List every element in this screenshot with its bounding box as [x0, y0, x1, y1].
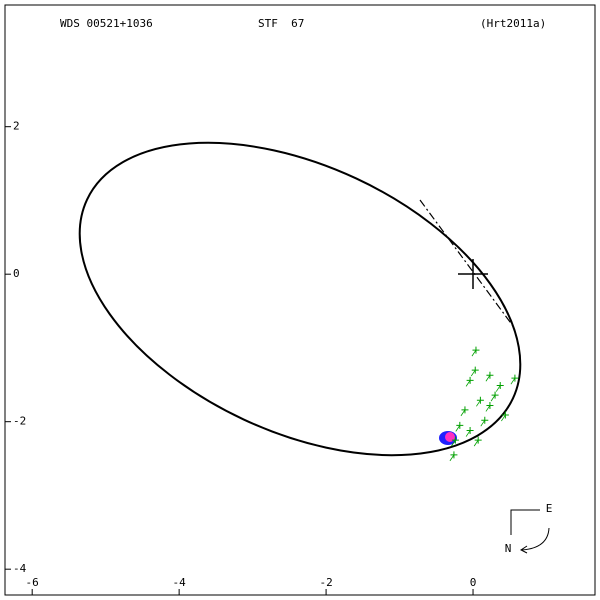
observation	[466, 427, 474, 435]
observation	[466, 376, 474, 384]
compass-north: N	[505, 542, 512, 555]
x-tick-label: -4	[173, 576, 187, 589]
residual	[473, 439, 479, 447]
residual	[470, 369, 476, 377]
residual	[495, 385, 501, 392]
residual	[451, 439, 456, 447]
y-tick-label: 0	[13, 267, 20, 280]
observation	[481, 416, 489, 424]
observation	[461, 406, 469, 414]
observation	[472, 346, 480, 354]
y-tick-label: 2	[13, 120, 20, 133]
observation	[451, 436, 459, 444]
observation	[456, 421, 464, 429]
plot-frame	[4, 4, 596, 596]
observation	[511, 374, 519, 382]
orbit	[78, 141, 522, 457]
y-tick-label: -4	[13, 562, 27, 575]
x-tick-label: -2	[319, 576, 332, 589]
chart-title: WDS 00521+1036	[60, 17, 153, 30]
residual	[455, 425, 461, 432]
compass	[510, 509, 540, 535]
observation	[474, 436, 482, 444]
observation	[476, 396, 484, 404]
residual	[510, 377, 516, 385]
residual	[485, 405, 491, 412]
residual	[449, 454, 455, 462]
residual	[501, 414, 506, 422]
reference: (Hrt2011a)	[480, 17, 546, 30]
current-position	[445, 432, 455, 442]
residual	[476, 400, 481, 407]
residual	[465, 430, 471, 437]
residual	[460, 409, 466, 417]
residual	[485, 375, 491, 382]
x-tick-label: -6	[26, 576, 39, 589]
observation	[486, 371, 494, 379]
y-tick-label: -2	[13, 415, 26, 428]
x-tick-label: 0	[470, 576, 477, 589]
observation	[471, 366, 479, 374]
observation	[501, 411, 509, 419]
residual	[480, 419, 486, 427]
chart-subtitle: STF 67	[258, 17, 304, 30]
line-of-nodes	[419, 199, 514, 327]
compass-arrow	[520, 527, 550, 554]
residual	[465, 380, 471, 387]
observation	[450, 451, 458, 459]
primary-star	[458, 259, 488, 289]
observation	[491, 391, 499, 399]
compass-east: E	[546, 502, 553, 515]
residual	[471, 349, 477, 357]
observation	[496, 382, 504, 390]
residual	[490, 394, 496, 402]
observation	[486, 401, 494, 409]
